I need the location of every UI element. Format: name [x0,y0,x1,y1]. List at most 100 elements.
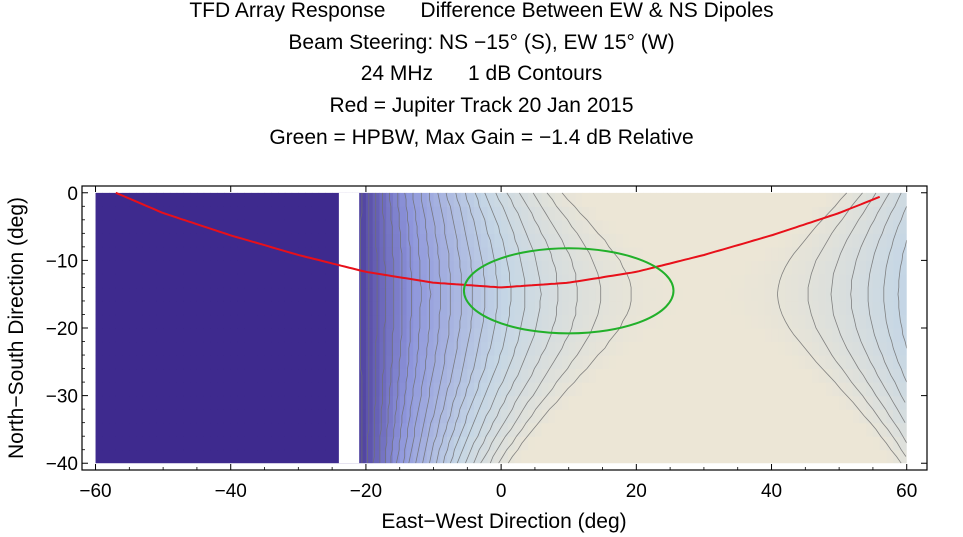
heat-cell [839,422,847,437]
heat-cell [507,273,516,289]
heat-cell [318,192,326,207]
heat-cell [163,328,171,343]
heat-cell [879,341,888,356]
heat-cell [379,206,387,221]
heat-cell [392,449,401,464]
heat-cell [487,300,495,316]
heat-cell [852,314,860,329]
heat-cell [487,314,495,329]
heat-cell [636,219,644,234]
heat-cell [487,422,495,437]
heat-cell [196,192,205,207]
heat-cell [217,287,225,302]
heat-cell [507,314,516,329]
heat-cell [460,449,468,464]
heat-cell [575,341,583,356]
heat-cell [257,260,266,275]
heat-cell [183,233,191,248]
heat-cell [575,409,583,424]
heat-cell [785,314,793,329]
heat-cell [717,449,725,464]
heat-cell [169,287,178,302]
heat-cell [136,273,144,289]
heat-cell [528,192,536,207]
heat-cell [284,233,293,248]
heat-cell [460,246,468,261]
heat-cell [663,382,671,397]
heat-cell [163,382,171,397]
heat-cell [555,436,563,451]
heat-cell [230,273,239,289]
heat-cell [839,260,847,275]
heat-cell [379,382,387,397]
heat-cell [291,273,299,289]
heat-cell [582,449,590,464]
heat-cell [271,287,279,302]
heat-cell [751,409,759,424]
heat-cell [420,246,428,261]
heat-cell [629,382,637,397]
heat-cell [872,314,881,329]
heat-cell [663,409,671,424]
heat-cell [616,355,624,370]
heat-cell [602,341,610,356]
heat-cell [278,206,286,221]
heat-cell [365,341,374,356]
heat-cell [744,328,752,343]
heat-cell [257,409,266,424]
heat-cell [676,409,685,424]
heat-cell [839,246,847,261]
heat-cell [183,328,191,343]
heat-cell [142,341,151,356]
heat-cell [866,436,874,451]
heat-cell [122,233,130,248]
heat-cell [724,341,732,356]
heat-cell [872,260,881,275]
heat-cell [487,246,495,261]
heat-cell [271,233,279,248]
heat-cell [798,436,806,451]
heat-cell [494,382,502,397]
heat-cell [751,355,759,370]
heat-cell [534,192,543,207]
heat-cell [568,341,577,356]
heat-cell [501,219,509,234]
heat-cell [879,436,888,451]
heat-cell [251,355,259,370]
heat-cell [251,260,259,275]
heat-cell [751,422,759,437]
heat-cell [791,436,800,451]
heat-cell [149,314,157,329]
heat-cell [656,341,664,356]
heat-cell [690,287,698,302]
heat-cell [251,422,259,437]
heat-cell [582,314,590,329]
heat-cell [142,314,151,329]
heat-cell [751,395,759,410]
heat-cell [447,449,455,464]
heat-cell [426,328,435,343]
heat-cell [433,395,441,410]
heat-cell [372,246,381,261]
heat-cell [190,449,198,464]
heat-cell [190,206,198,221]
y-axis-label: North−South Direction (deg) [5,197,28,459]
heat-cell [122,273,130,289]
heat-cell [568,314,577,329]
heat-cell [156,341,164,356]
heat-cell [271,314,279,329]
heat-cell [507,449,516,464]
heat-cell [670,436,678,451]
heat-cell [629,341,637,356]
heat-cell [582,328,590,343]
heat-cell [460,328,468,343]
heat-cell [839,233,847,248]
heat-cell [190,328,198,343]
heat-cell [798,449,806,464]
heat-cell [149,341,157,356]
heat-cell [176,436,184,451]
heat-cell [541,382,550,397]
response-heatmap [95,192,908,464]
heat-cell [893,341,901,356]
heat-cell [163,314,171,329]
